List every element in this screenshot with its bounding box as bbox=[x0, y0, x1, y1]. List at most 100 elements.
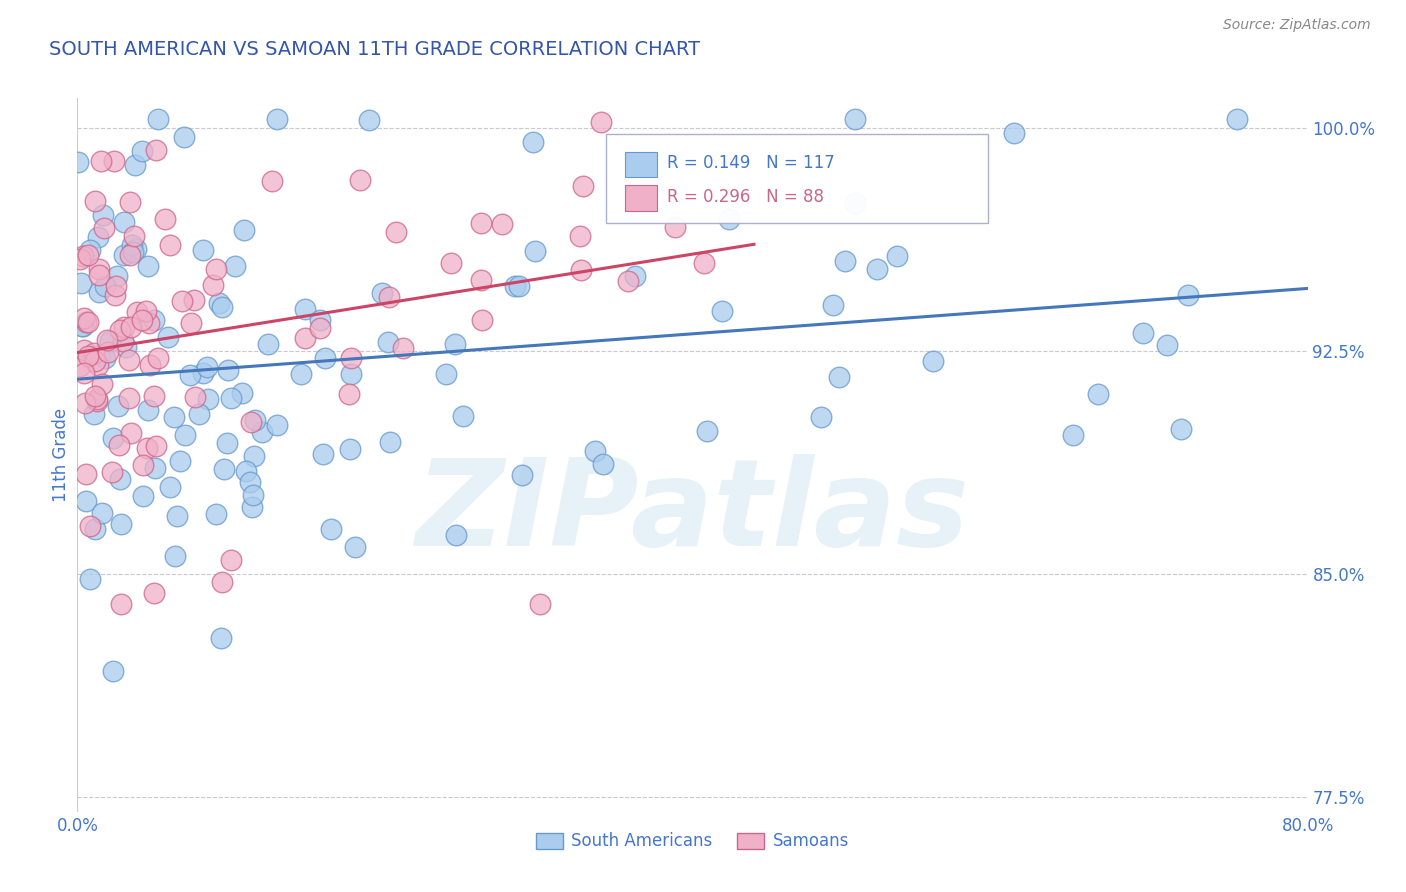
Point bbox=[75, 493, 97, 508]
Point bbox=[337, 387, 360, 401]
Point bbox=[142, 586, 165, 600]
Point bbox=[844, 112, 866, 126]
Point bbox=[623, 268, 645, 283]
Text: Source: ZipAtlas.com: Source: ZipAtlas.com bbox=[1223, 18, 1371, 32]
Point bbox=[886, 250, 908, 264]
Point bbox=[86, 394, 108, 409]
Point bbox=[240, 415, 263, 429]
Point bbox=[865, 261, 887, 276]
Point bbox=[139, 358, 162, 372]
Point bbox=[108, 324, 131, 338]
Point bbox=[491, 218, 513, 232]
Point bbox=[105, 268, 128, 283]
Point bbox=[344, 540, 367, 554]
Point bbox=[112, 215, 135, 229]
Point bbox=[114, 340, 136, 354]
Point bbox=[125, 243, 148, 257]
Point bbox=[184, 390, 207, 404]
Point bbox=[294, 331, 316, 345]
Point bbox=[121, 237, 143, 252]
Point bbox=[112, 248, 135, 262]
Point bbox=[921, 353, 943, 368]
Point bbox=[378, 435, 401, 450]
Point bbox=[96, 334, 118, 348]
Point bbox=[444, 337, 467, 351]
Point bbox=[124, 158, 146, 172]
Point bbox=[84, 353, 107, 368]
Point bbox=[446, 527, 468, 541]
Point bbox=[205, 261, 228, 276]
Point bbox=[89, 268, 111, 282]
Point bbox=[131, 313, 153, 327]
Point bbox=[571, 179, 593, 194]
Point bbox=[90, 506, 112, 520]
Point bbox=[73, 366, 96, 380]
Point bbox=[243, 450, 266, 464]
Point bbox=[508, 279, 530, 293]
Point bbox=[204, 507, 226, 521]
Point bbox=[110, 517, 132, 532]
Point bbox=[583, 443, 606, 458]
Point bbox=[110, 598, 132, 612]
Point bbox=[86, 392, 108, 407]
Point bbox=[471, 313, 494, 327]
Point bbox=[131, 144, 153, 158]
Point bbox=[104, 279, 127, 293]
Point bbox=[512, 467, 534, 482]
Point bbox=[72, 343, 94, 357]
Point bbox=[101, 431, 124, 445]
Point bbox=[339, 442, 361, 456]
Point bbox=[235, 464, 257, 478]
Point bbox=[159, 238, 181, 252]
Point bbox=[112, 319, 135, 334]
Point bbox=[84, 522, 107, 536]
Point bbox=[524, 244, 547, 258]
Point bbox=[103, 287, 125, 301]
Point bbox=[72, 318, 94, 333]
Point bbox=[266, 418, 288, 433]
Point bbox=[97, 345, 120, 359]
Point bbox=[188, 407, 211, 421]
Point bbox=[1177, 288, 1199, 302]
Point bbox=[470, 216, 492, 230]
Point bbox=[211, 575, 233, 590]
Point bbox=[224, 259, 246, 273]
Text: ZIPatlas: ZIPatlas bbox=[415, 453, 970, 571]
Point bbox=[201, 278, 224, 293]
Point bbox=[145, 144, 167, 158]
Point bbox=[294, 301, 316, 316]
Point bbox=[392, 341, 415, 355]
Point bbox=[91, 208, 114, 222]
Point bbox=[138, 316, 160, 330]
Point bbox=[77, 349, 100, 363]
FancyBboxPatch shape bbox=[606, 134, 988, 223]
Point bbox=[349, 173, 371, 187]
Point bbox=[260, 174, 283, 188]
Point bbox=[257, 337, 280, 351]
Text: SOUTH AMERICAN VS SAMOAN 11TH GRADE CORRELATION CHART: SOUTH AMERICAN VS SAMOAN 11TH GRADE CORR… bbox=[49, 39, 700, 59]
Point bbox=[101, 664, 124, 678]
Point bbox=[321, 522, 343, 536]
Text: R = 0.149   N = 117: R = 0.149 N = 117 bbox=[666, 154, 834, 172]
Point bbox=[145, 439, 167, 453]
Point bbox=[143, 461, 166, 475]
Point bbox=[221, 553, 243, 567]
Point bbox=[529, 597, 551, 611]
Point bbox=[232, 223, 254, 237]
Point bbox=[243, 413, 266, 427]
Point bbox=[87, 359, 110, 373]
Point bbox=[212, 462, 235, 476]
Point bbox=[143, 313, 166, 327]
Point bbox=[179, 368, 201, 382]
Point bbox=[69, 359, 91, 374]
Point bbox=[136, 402, 159, 417]
Point bbox=[146, 351, 169, 365]
Point bbox=[180, 316, 202, 330]
Point bbox=[209, 631, 232, 645]
Point bbox=[89, 348, 111, 362]
Point bbox=[569, 262, 592, 277]
Point bbox=[711, 304, 734, 318]
Point bbox=[834, 253, 856, 268]
Point bbox=[127, 305, 149, 319]
Point bbox=[440, 256, 463, 270]
